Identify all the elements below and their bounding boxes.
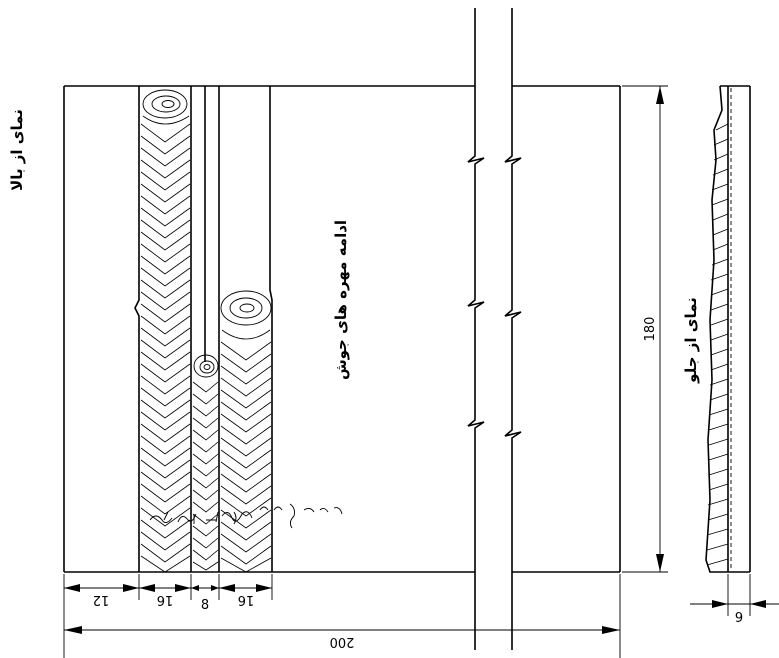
front-view-section <box>705 85 751 573</box>
weld-continuation-label: ادامه مهره های جوش <box>332 220 350 380</box>
dim-height-text: 180 <box>643 317 658 342</box>
break-lines <box>467 8 522 650</box>
dim-seg-3-text: 8 <box>201 598 209 613</box>
weld-bead-3 <box>218 86 273 573</box>
front-view-label: نمای از جلو <box>682 297 700 384</box>
dim-seg-1-text: 12 <box>93 592 110 607</box>
dim-seg-2-text: 16 <box>157 592 174 607</box>
dimension-height <box>622 85 668 573</box>
weld-bead-1 <box>134 86 192 573</box>
dimension-bottom-chain <box>63 574 621 658</box>
top-view-label: نمای از بالا <box>8 109 26 191</box>
plate-outline <box>63 85 621 573</box>
dim-seg-4-text: 16 <box>238 592 255 607</box>
dimension-thickness <box>690 574 779 616</box>
dim-thickness-text: 6 <box>735 608 743 623</box>
dim-width-text: 200 <box>330 634 355 649</box>
weld-bead-2 <box>192 86 220 571</box>
handwritten-scribble <box>149 503 343 529</box>
